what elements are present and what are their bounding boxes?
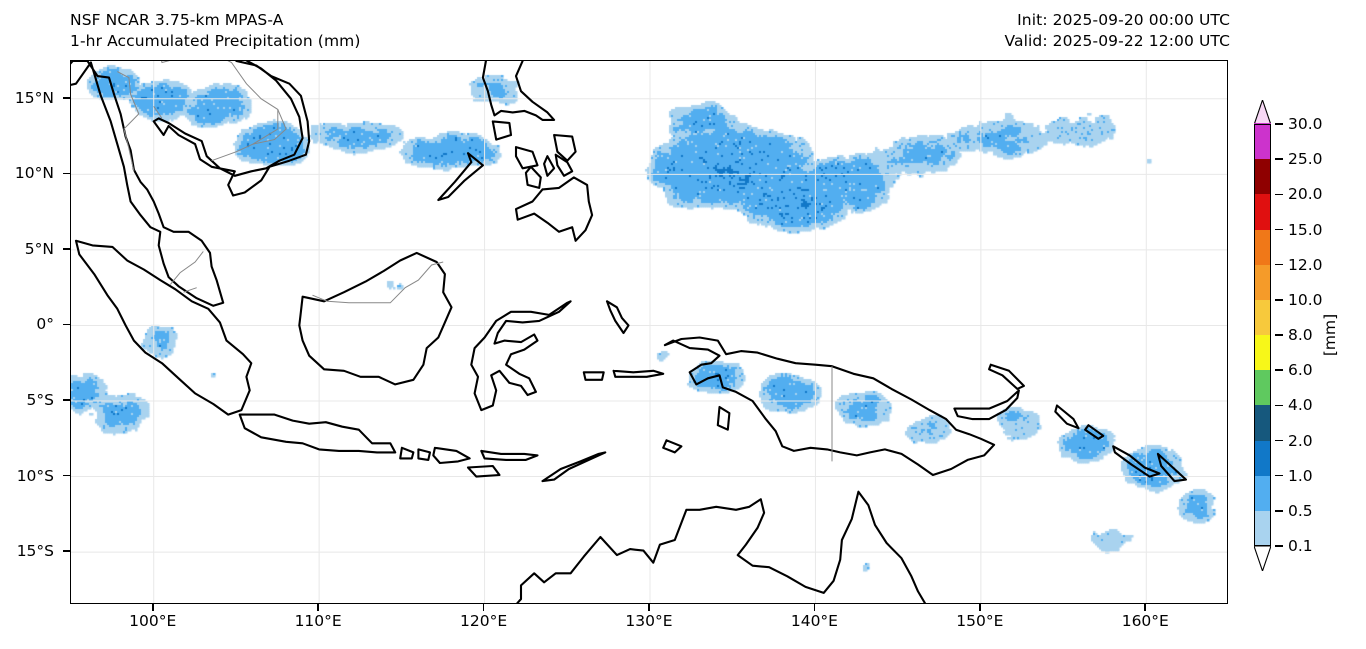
geography-overlay bbox=[71, 61, 1227, 603]
field-name-line: 1-hr Accumulated Precipitation (mm) bbox=[70, 32, 361, 50]
colorbar-segment bbox=[1254, 193, 1271, 230]
colorbar-tick-label: 25.0 bbox=[1288, 150, 1323, 169]
colorbar-segment bbox=[1254, 439, 1271, 476]
x-tick-mark bbox=[1144, 604, 1147, 611]
colorbar-unit-label: [mm] bbox=[1321, 313, 1339, 357]
y-tick-mark bbox=[63, 550, 70, 552]
colorbar-segment bbox=[1254, 158, 1271, 195]
x-tick-label: 150°E bbox=[956, 612, 1004, 630]
colorbar-segment bbox=[1254, 369, 1271, 406]
colorbar-segment bbox=[1254, 510, 1271, 546]
colorbar-tick-label: 2.0 bbox=[1288, 431, 1313, 450]
x-tick-label: 100°E bbox=[129, 612, 177, 630]
colorbar-tick-label: 15.0 bbox=[1288, 220, 1323, 239]
colorbar-tick-label: 0.5 bbox=[1288, 501, 1313, 520]
map-plot-area bbox=[70, 60, 1228, 604]
valid-time-line: Valid: 2025-09-22 12:00 UTC bbox=[1004, 32, 1230, 50]
x-tick-mark bbox=[317, 604, 319, 611]
header-right-block: Init: 2025-09-20 00:00 UTC Valid: 2025-0… bbox=[1004, 10, 1230, 52]
x-tick-mark bbox=[151, 604, 154, 611]
colorbar-tick bbox=[1275, 228, 1283, 231]
colorbar-tick bbox=[1275, 545, 1283, 547]
colorbar-tick bbox=[1275, 439, 1283, 442]
y-tick-mark bbox=[63, 96, 70, 99]
colorbar-segment bbox=[1254, 228, 1271, 265]
y-tick-label: 0° bbox=[36, 315, 54, 334]
colorbar-tick bbox=[1275, 369, 1283, 371]
x-tick-label: 120°E bbox=[459, 612, 508, 630]
precipitation-raster bbox=[71, 61, 1227, 603]
colorbar-under-arrow bbox=[1253, 545, 1272, 573]
colorbar-tick bbox=[1275, 158, 1283, 160]
x-tick-label: 110°E bbox=[294, 612, 342, 630]
x-tick-label: 160°E bbox=[1121, 612, 1169, 630]
x-tick-mark bbox=[813, 604, 816, 611]
colorbar-over-arrow bbox=[1253, 98, 1272, 126]
y-tick-label: 5°N bbox=[24, 239, 54, 258]
colorbar: 0.1 0.5 1.0 2.0 4.0 6.0 8.0 10.0 12.0 15.0 20.0 25.… bbox=[1250, 98, 1323, 573]
colorbar-outline bbox=[1254, 124, 1271, 546]
colorbar-tick-label: 8.0 bbox=[1288, 326, 1313, 344]
colorbar-tick-label: 4.0 bbox=[1288, 396, 1313, 415]
x-tick-label: 130°E bbox=[625, 612, 673, 630]
x-tick-label: 140°E bbox=[790, 612, 838, 630]
colorbar-tick bbox=[1275, 263, 1283, 266]
x-tick-mark bbox=[482, 604, 485, 611]
colorbar-tick bbox=[1275, 193, 1283, 196]
colorbar-tick-label: 12.0 bbox=[1288, 255, 1323, 274]
x-tick-mark bbox=[979, 604, 981, 611]
colorbar-tick-label: 20.0 bbox=[1288, 185, 1323, 204]
colorbar-tick-label: 30.0 bbox=[1288, 115, 1323, 133]
y-tick-mark bbox=[63, 172, 70, 175]
header-left-block: NSF NCAR 3.75-km MPAS-A 1-hr Accumulated… bbox=[70, 10, 360, 52]
colorbar-tick bbox=[1275, 404, 1283, 407]
colorbar-tick bbox=[1275, 123, 1283, 125]
colorbar-tick-label: 10.0 bbox=[1288, 290, 1323, 309]
colorbar-tick bbox=[1275, 474, 1283, 477]
colorbar-segment bbox=[1254, 404, 1271, 441]
colorbar-tick-label: 1.0 bbox=[1288, 466, 1313, 485]
colorbar-segments bbox=[1254, 123, 1271, 546]
colorbar-tick-label: 0.1 bbox=[1288, 537, 1313, 555]
y-tick-mark bbox=[63, 474, 70, 477]
model-name-line: NSF NCAR 3.75-km MPAS-A bbox=[70, 11, 284, 29]
y-tick-label: 15°N bbox=[14, 88, 54, 107]
y-tick-mark bbox=[63, 248, 70, 250]
y-tick-mark bbox=[63, 323, 70, 326]
colorbar-tick-label: 6.0 bbox=[1288, 361, 1313, 380]
x-tick-mark bbox=[648, 604, 650, 611]
y-tick-label: 15°S bbox=[16, 542, 54, 561]
colorbar-segment bbox=[1254, 334, 1271, 371]
y-tick-label: 10°S bbox=[16, 466, 54, 485]
y-tick-label: 5°S bbox=[26, 391, 54, 409]
colorbar-segment bbox=[1254, 475, 1271, 511]
colorbar-segment bbox=[1254, 264, 1271, 300]
y-tick-label: 10°N bbox=[14, 164, 54, 183]
colorbar-tick bbox=[1275, 299, 1283, 301]
colorbar-segment bbox=[1254, 299, 1271, 335]
colorbar-segment bbox=[1254, 123, 1271, 160]
y-tick-mark bbox=[63, 399, 70, 401]
colorbar-tick bbox=[1275, 334, 1283, 336]
colorbar-tick bbox=[1275, 510, 1283, 512]
init-time-line: Init: 2025-09-20 00:00 UTC bbox=[1017, 11, 1230, 29]
